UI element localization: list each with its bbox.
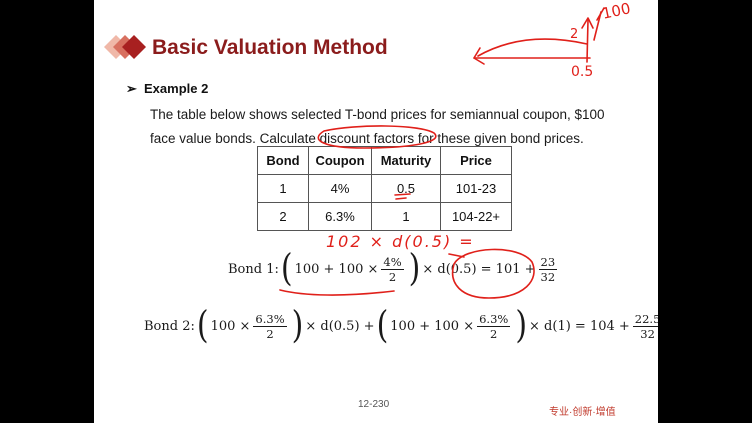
bond1-rhs-fraction: 23 32: [538, 254, 558, 284]
bond1-label: Bond 1:: [228, 261, 279, 277]
fraction-denominator: 2: [490, 326, 498, 341]
open-paren: (: [376, 303, 389, 348]
close-paren: ): [408, 246, 421, 291]
fraction-denominator: 32: [540, 269, 556, 284]
bond2-p1-fraction: 6.3% 2: [253, 311, 287, 341]
ink-text-2: 2: [570, 27, 579, 42]
ink-text-half: 0.5: [571, 64, 594, 80]
problem-paragraph: The table below shows selected T-bond pr…: [150, 107, 605, 146]
fraction-denominator: 2: [388, 269, 397, 284]
fraction-numerator: 6.3%: [477, 311, 511, 327]
ink-text-equation: 102 × d(0.5) =: [326, 232, 475, 251]
table-cell: 1: [257, 174, 309, 203]
ink-arrow-to-100: [596, 7, 605, 21]
close-paren: ): [515, 303, 528, 348]
example-label: Example 2: [144, 81, 209, 96]
fraction-denominator: 32: [640, 326, 655, 341]
bond-table: Bond Coupon Maturity Price 1 4% 0.5 101-…: [257, 146, 512, 231]
table-row: 1 4% 0.5 101-23: [257, 174, 512, 203]
bond2-label: Bond 2:: [144, 318, 195, 334]
bullet-arrow-icon: ➢: [126, 81, 137, 96]
bond1-fraction: 4% 2: [381, 254, 404, 284]
bond2-p1-term: 100 ×: [210, 318, 251, 334]
fraction-numerator: 23: [538, 254, 558, 270]
bond2-after: × d(1) = 104 +: [529, 318, 630, 334]
table-cell: 104-22+: [440, 202, 512, 231]
ink-up-arrowhead: [581, 17, 594, 29]
bond2-mid: × d(0.5) +: [305, 318, 375, 334]
slide-title: Basic Valuation Method: [152, 36, 388, 59]
table-cell: 6.3%: [308, 202, 372, 231]
bond2-p2-term: 100 + 100 ×: [390, 318, 475, 334]
table-header: Price: [440, 146, 512, 175]
table-header-row: Bond Coupon Maturity Price: [257, 146, 512, 175]
bond1-after: × d(0.5) = 101 +: [422, 261, 536, 277]
ink-circle-discount-factors: [317, 125, 437, 149]
slide: Basic Valuation Method ➢ Example 2 The ta…: [94, 0, 658, 423]
ink-underline-maturity: [394, 193, 411, 196]
bond2-p2-fraction: 6.3% 2: [477, 311, 511, 341]
fraction-numerator: 4%: [381, 254, 404, 270]
fraction-denominator: 2: [266, 326, 274, 341]
ink-underline-maturity-2: [395, 197, 407, 200]
close-paren: ): [291, 303, 304, 348]
example-heading: ➢ Example 2: [126, 81, 208, 97]
open-paren: (: [280, 246, 293, 291]
fraction-numerator: 22.5: [632, 312, 658, 327]
open-paren: (: [196, 303, 209, 348]
ink-circle-rhs: [451, 248, 535, 299]
ink-vertical-arrow: [586, 19, 589, 63]
ink-annotations: [279, 7, 605, 299]
footer-slogan: 专业·创新·增值: [549, 407, 616, 418]
page-number: 12-230: [358, 399, 390, 410]
table-cell: 4%: [308, 174, 372, 203]
bond1-equation: Bond 1: ( 100 + 100 × 4% 2 ) × d(0.5) = …: [228, 250, 560, 287]
table-cell: 101-23: [440, 174, 512, 203]
table-cell: 2: [257, 202, 309, 231]
fraction-numerator: 6.3%: [253, 311, 287, 327]
bond2-equation: Bond 2: ( 100 × 6.3% 2 ) × d(0.5) + ( 10…: [144, 307, 658, 344]
ink-left-arrowhead: [473, 47, 485, 65]
logo-diamond-3: [122, 35, 146, 59]
ink-arc: [477, 38, 588, 57]
bond1-term: 100 + 100 ×: [294, 261, 379, 277]
bond2-rhs-fraction: 22.5 32: [632, 312, 658, 341]
ink-underline-bond1: [279, 289, 395, 296]
table-cell: 1: [371, 202, 441, 231]
title-logo: [104, 35, 146, 59]
ink-eq-dash: [448, 253, 465, 258]
table-row: 2 6.3% 1 104-22+: [257, 202, 512, 231]
